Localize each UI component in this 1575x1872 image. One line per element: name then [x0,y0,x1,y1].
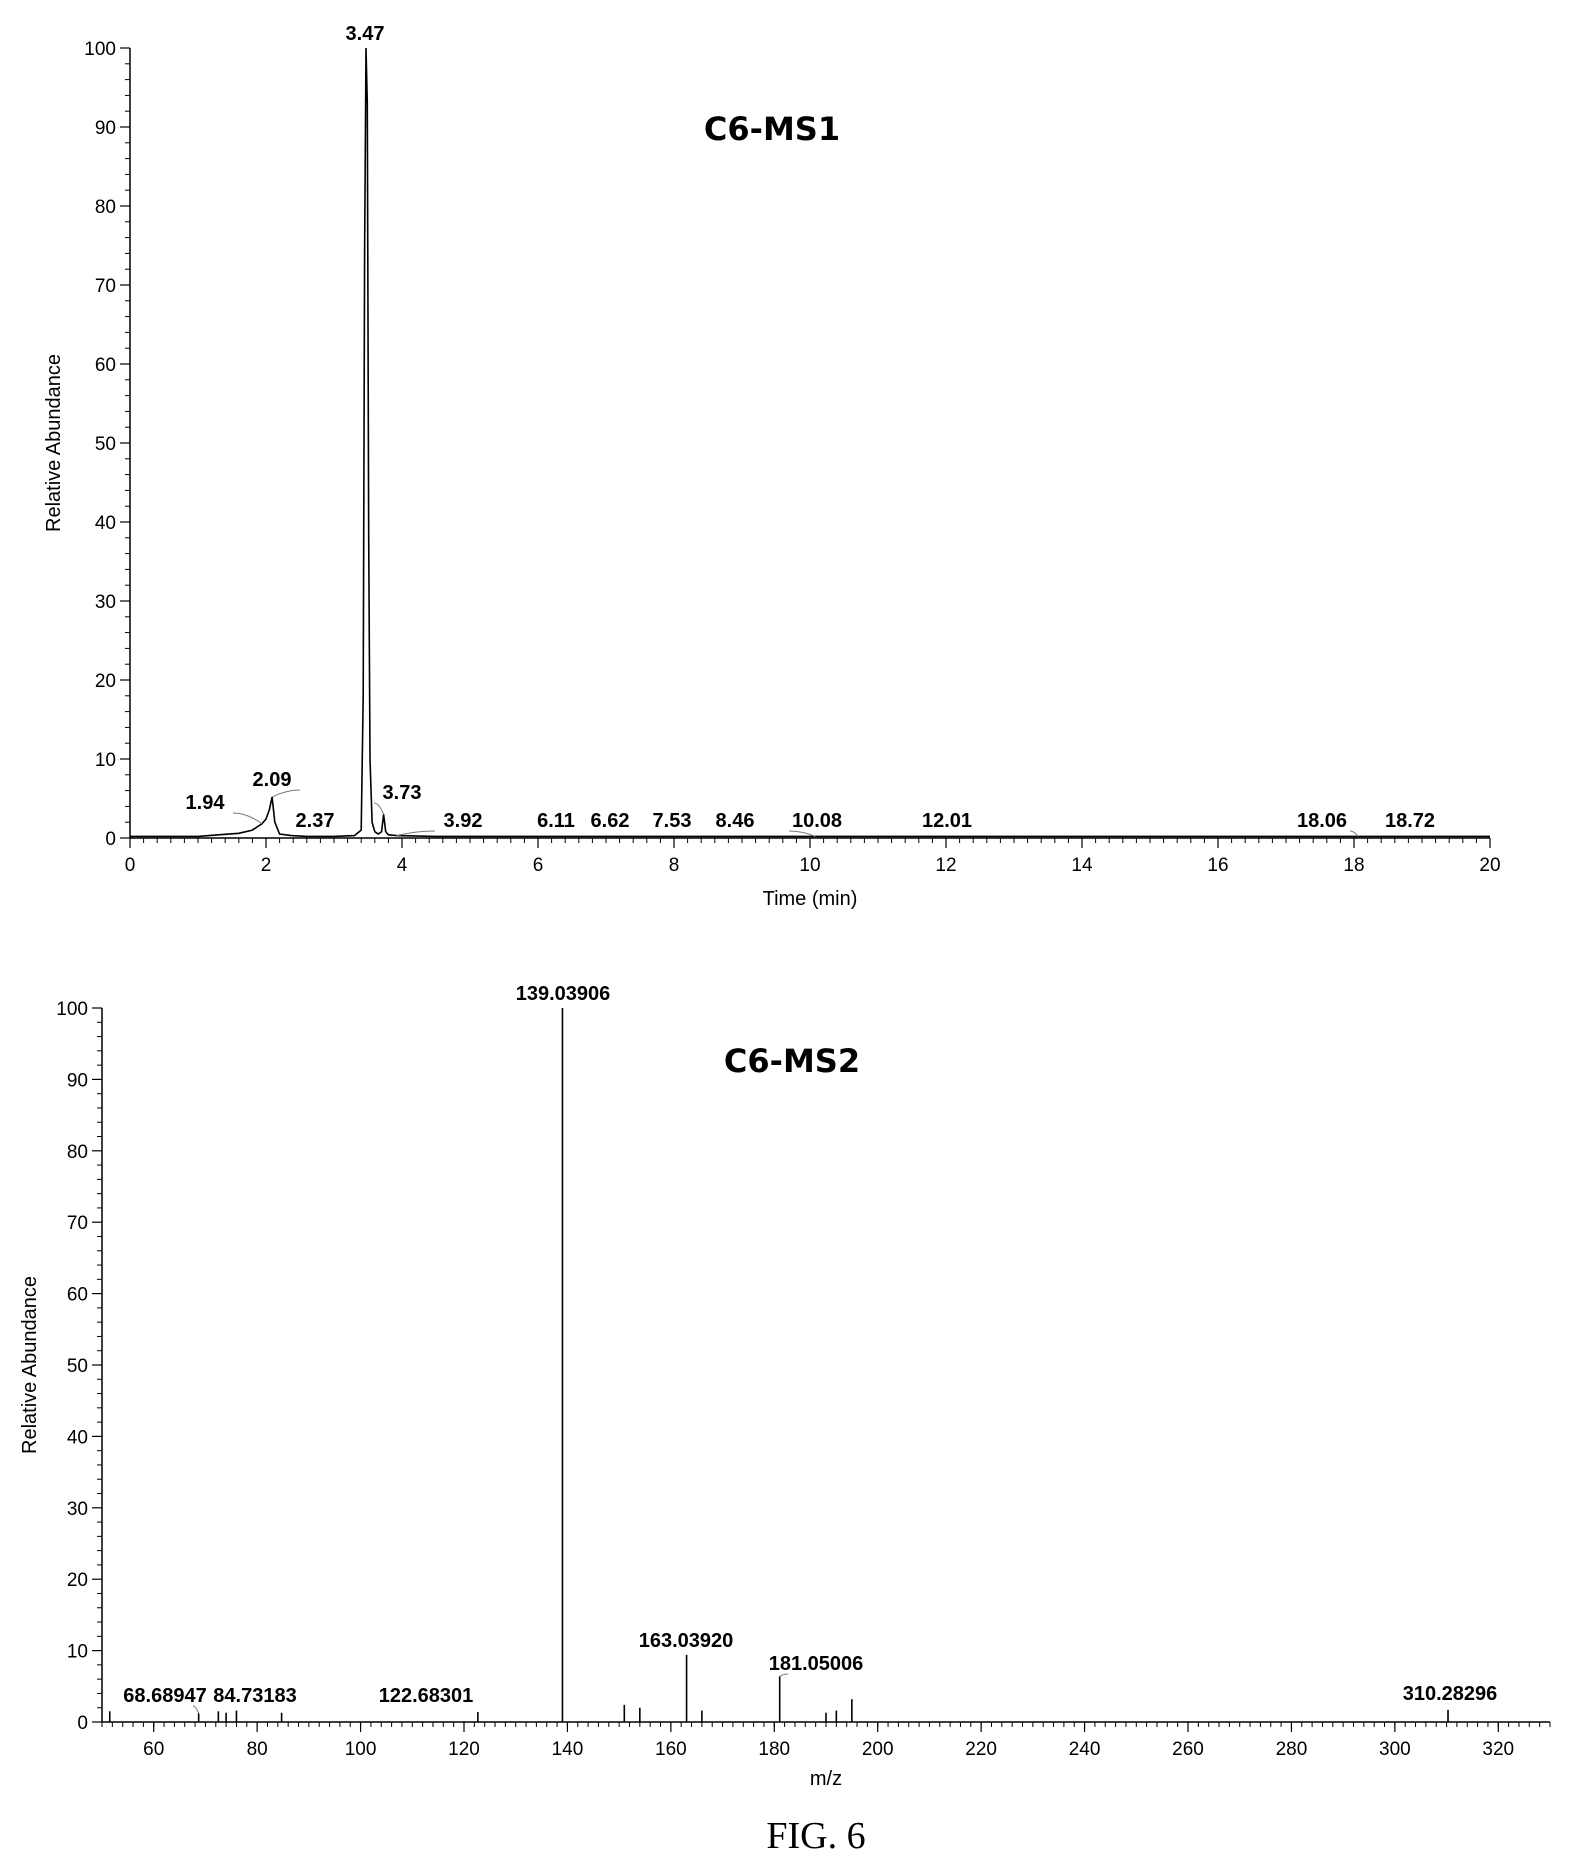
x-tick-label: 14 [1071,855,1093,876]
y-tick-label: 20 [67,1570,88,1591]
y-tick-label: 100 [56,999,88,1020]
y-tick-label: 30 [67,1499,88,1520]
peak-label-leader [232,812,263,825]
peak-label: 3.92 [444,810,483,832]
peak-label: 310.28296 [1403,1683,1498,1705]
x-tick-label: 8 [669,855,680,876]
y-tick-label: 70 [67,1213,88,1234]
peak-label: 7.53 [653,810,692,832]
peak-label: 18.72 [1385,810,1435,832]
x-tick-label: 140 [552,1739,584,1760]
x-tick-label: 2 [261,855,272,876]
peak-label: 3.47 [346,23,385,45]
y-tick-label: 80 [95,197,116,218]
peak-label-leader [192,1705,200,1714]
y-tick-label: 0 [77,1713,88,1734]
peak-label: 6.62 [591,810,630,832]
x-tick-label: 20 [1479,855,1500,876]
series-line [130,47,1490,838]
x-tick-label: 80 [247,1739,268,1760]
x-tick-label: 60 [143,1739,164,1760]
y-tick-label: 30 [95,592,116,613]
y-tick-label: 60 [95,355,116,376]
peak-label-leader [779,1673,789,1677]
peak-label: 12.01 [922,810,972,832]
peak-label: 8.46 [716,810,755,832]
x-tick-label: 320 [1482,1739,1514,1760]
y-tick-label: 50 [95,434,116,455]
x-tick-label: 10 [799,855,820,876]
x-tick-label: 220 [965,1739,997,1760]
x-tick-label: 4 [397,855,408,876]
x-axis-label: m/z [810,1768,842,1790]
y-tick-label: 10 [67,1642,88,1663]
figure-caption: FIG. 6 [766,1815,865,1857]
y-tick-label: 10 [95,750,116,771]
peak-label: 1.94 [186,792,226,814]
y-tick-label: 40 [67,1427,88,1448]
y-axis-label: Relative Abundance [19,1276,41,1454]
peak-label: 3.73 [383,782,422,804]
chart-title: C6-MS1 [704,110,840,148]
peak-label-leader [788,830,816,837]
x-tick-label: 300 [1379,1739,1411,1760]
y-tick-label: 90 [67,1070,88,1091]
y-axis-label: Relative Abundance [43,354,65,532]
peak-label: 84.73183 [213,1685,296,1707]
y-tick-label: 60 [67,1285,88,1306]
x-tick-label: 160 [655,1739,687,1760]
x-tick-label: 12 [935,855,956,876]
peak-label: 6.11 [537,810,575,832]
peak-label: 68.68947 [123,1685,206,1707]
peak-label: 2.09 [253,769,292,791]
chart-title: C6-MS2 [724,1042,860,1080]
peak-label: 10.08 [792,810,842,832]
peak-label-leader [271,789,301,798]
x-tick-label: 240 [1069,1739,1101,1760]
peak-label: 163.03920 [639,1630,734,1652]
x-tick-label: 100 [345,1739,377,1760]
peak-label-leader [373,802,385,815]
y-tick-label: 0 [105,829,116,850]
y-tick-label: 20 [95,671,116,692]
x-tick-label: 280 [1276,1739,1308,1760]
x-tick-label: 200 [862,1739,894,1760]
x-tick-label: 260 [1172,1739,1204,1760]
x-tick-label: 18 [1343,855,1364,876]
x-tick-label: 180 [758,1739,790,1760]
mass-spectrum-ms2: C6-MS2 m/z Relative Abundance 0 10 20 30 40 5… [19,983,1551,1790]
peak-label: 181.05006 [769,1653,864,1675]
y-tick-label: 80 [67,1142,88,1163]
y-tick-label: 40 [95,513,116,534]
peak-label: 139.03906 [516,983,611,1005]
y-tick-label: 70 [95,276,116,297]
chromatogram-ms1: C6-MS1 Time (min) Relative Abundance 0 10… [43,23,1501,910]
x-tick-label: 120 [448,1739,480,1760]
peak-label-leader [396,830,436,837]
x-tick-label: 0 [125,855,136,876]
x-tick-label: 6 [533,855,544,876]
x-axis-label: Time (min) [763,888,858,910]
y-tick-label: 90 [95,118,116,139]
peak-label-leader [1349,830,1359,837]
y-tick-label: 100 [84,39,116,60]
peak-label: 18.06 [1297,810,1347,832]
y-tick-label: 50 [67,1356,88,1377]
x-tick-label: 16 [1207,855,1228,876]
peak-label: 122.68301 [379,1685,474,1707]
peak-label: 2.37 [296,810,335,832]
